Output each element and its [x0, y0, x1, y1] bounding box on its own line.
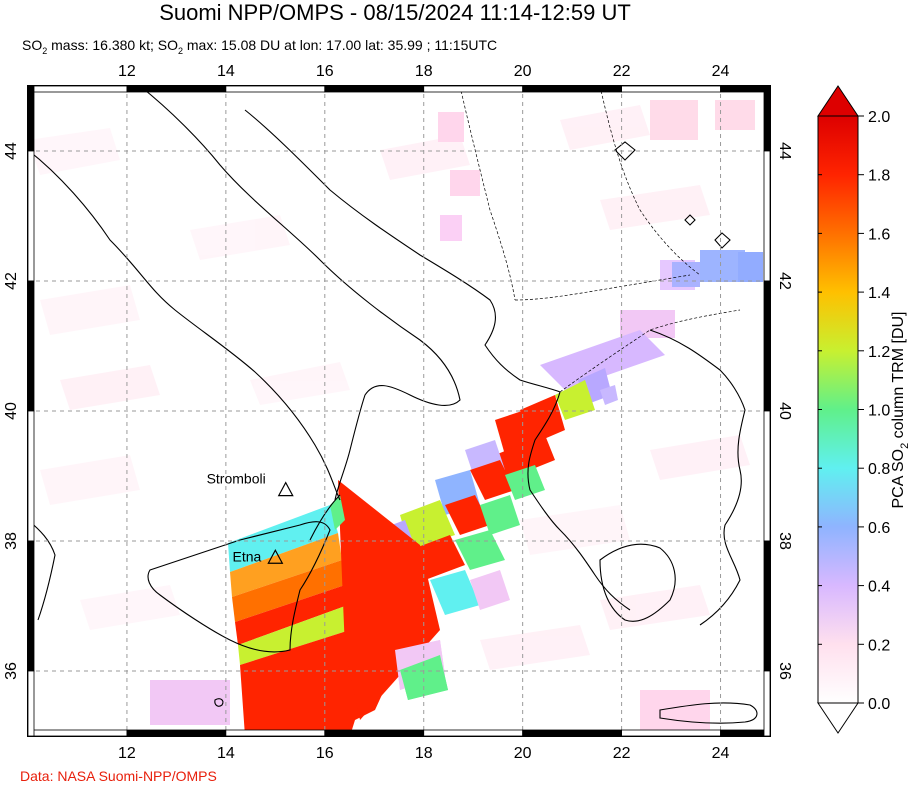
lon-tick-label-top: 16 [316, 63, 334, 80]
lon-tick-label-bottom: 18 [415, 745, 433, 762]
chart-title: Suomi NPP/OMPS - 08/15/2024 11:14-12:59 … [159, 0, 631, 25]
lat-tick-label-right: 44 [776, 142, 793, 160]
lat-tick-label-left: 40 [3, 402, 20, 420]
lat-tick-label-right: 42 [776, 272, 793, 290]
data-credit: Data: NASA Suomi-NPP/OMPS [20, 768, 217, 784]
lon-tick-label-top: 12 [118, 63, 136, 80]
frame-bar-left [27, 670, 35, 737]
volcano-label: Stromboli [207, 471, 266, 487]
volcano-markers: Stromboli Etna [207, 471, 294, 564]
lat-tick-label-left: 42 [3, 272, 20, 290]
lon-tick-label-bottom: 12 [118, 745, 136, 762]
colorbar-tick-label: 0.0 [868, 696, 890, 713]
volcano-triangle-icon [277, 481, 294, 497]
colorbar-tick-label: 1.0 [868, 403, 890, 420]
chart-subtitle: SO2 mass: 16.380 kt; SO2 max: 15.08 DU a… [22, 37, 498, 56]
lon-tick-label-bottom: 24 [712, 745, 730, 762]
so2-hotspot [228, 480, 448, 736]
colorbar-tick-label: 0.6 [868, 520, 890, 537]
colorbar-tick-label: 0.4 [868, 579, 890, 596]
colorbar-bottom-arrow [817, 702, 859, 734]
colorbar-tick-label: 1.2 [868, 344, 890, 361]
map-frame [27, 85, 771, 737]
colorbar-tick-label: 1.4 [868, 285, 890, 302]
volcano-label: Etna [233, 548, 262, 564]
colorbar-tick-label: 0.2 [868, 637, 890, 654]
volcano-triangle-icon [267, 548, 284, 564]
lat-tick-label-right: 36 [776, 662, 793, 680]
lon-tick-label-bottom: 14 [217, 745, 235, 762]
colorbar-tick-label: 0.8 [868, 461, 890, 478]
lon-tick-label-bottom: 16 [316, 745, 334, 762]
background-so2-pixels [28, 105, 750, 670]
colorbar-bar [817, 115, 859, 704]
lon-tick-label-top: 20 [514, 63, 532, 80]
lon-tick-label-top: 22 [613, 63, 631, 80]
colorbar-top-arrow [817, 85, 859, 117]
lat-tick-label-left: 44 [3, 142, 20, 160]
lon-tick-label-bottom: 20 [514, 745, 532, 762]
colorbar-tick-label: 2.0 [868, 109, 890, 126]
frame-bar-right [763, 670, 771, 737]
lon-tick-label-top: 14 [217, 63, 235, 80]
lat-tick-label-right: 38 [776, 532, 793, 550]
graticule [28, 86, 770, 736]
lon-tick-label-top: 24 [712, 63, 730, 80]
axis-labels: 12 12 14 14 16 16 18 18 20 20 22 22 24 24 44 44 42 42 40 40… [3, 63, 793, 762]
lat-tick-label-left: 38 [3, 532, 20, 550]
colorbar-label: PCA SO2 column TRM [DU] [890, 312, 911, 509]
lat-tick-label-right: 40 [776, 402, 793, 420]
colorbar-ticks: 2.0 1.8 1.6 1.4 1.2 1.0 0.8 0.6 0.4 0.2 0.0 [818, 109, 890, 713]
lat-tick-label-left: 36 [3, 662, 20, 680]
colorbar-tick-label: 1.6 [868, 226, 890, 243]
colorbar-tick-label: 1.8 [868, 168, 890, 185]
lon-tick-label-bottom: 22 [613, 745, 631, 762]
borders [459, 86, 741, 393]
lon-tick-label-top: 18 [415, 63, 433, 80]
